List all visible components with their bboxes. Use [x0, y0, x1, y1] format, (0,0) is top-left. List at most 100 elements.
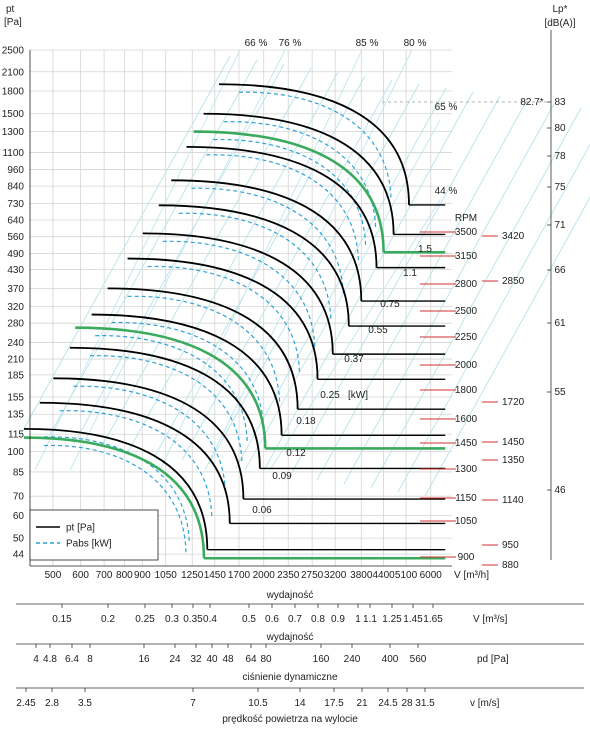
- efficiency-label: 44 %: [435, 186, 458, 197]
- x-tick-label: 4400: [372, 570, 395, 581]
- scale-tick-label: 2.45: [16, 698, 36, 709]
- pressure-curve: [142, 232, 334, 355]
- diagonal-gridline: [100, 67, 312, 449]
- scale-tick-label: 24: [169, 654, 181, 665]
- efficiency-label: 85 %: [356, 38, 379, 49]
- diagonal-gridline: [46, 59, 258, 441]
- diagonal-grid: [19, 49, 590, 497]
- highlight-curve: [23, 436, 206, 559]
- y-tick-label: 490: [7, 249, 24, 260]
- efficiency-line: [269, 199, 441, 471]
- highlight-curve: [75, 326, 267, 449]
- side-rpm-value: 3420: [502, 231, 525, 242]
- rpm-value: 900: [458, 552, 475, 563]
- rpm-value: 2250: [455, 332, 478, 343]
- side-rpm-value: 1720: [502, 397, 525, 408]
- scale-tick-label: 3.5: [78, 698, 92, 709]
- efficiency-label: 80 %: [404, 38, 427, 49]
- scale-tick-label: 1.45: [403, 614, 423, 625]
- y-tick-label: 115: [8, 430, 24, 441]
- efficiency-label: 65 %: [435, 102, 458, 113]
- rpm-value: 3500: [455, 227, 478, 238]
- diagonal-gridline: [73, 63, 285, 445]
- efficiency-line: [34, 49, 241, 471]
- right-axis-unit: [dB(A)]: [544, 18, 575, 29]
- highlight-curve: [193, 130, 385, 253]
- diagonal-gridline: [316, 99, 528, 481]
- y-axis-label: pt: [6, 4, 15, 15]
- grid: [30, 49, 452, 566]
- rpm-value: 2000: [455, 360, 478, 371]
- diagonal-gridline: [370, 107, 582, 489]
- power-curve: [191, 187, 344, 296]
- power-curve: [162, 240, 316, 349]
- diagonal-gridline: [19, 55, 231, 437]
- power-label: 0.75: [380, 299, 400, 310]
- side-rpm-value: 2850: [502, 276, 525, 287]
- scale-title: wydajność: [266, 632, 314, 643]
- diagonal-gridline: [208, 83, 420, 465]
- x-tick-label: 700: [96, 570, 113, 581]
- scale-tick-label: 400: [382, 654, 399, 665]
- scale-tick-label: 16: [138, 654, 150, 665]
- scale-tick-label: 560: [410, 654, 427, 665]
- y-tick-label: 85: [13, 467, 25, 478]
- y-tick-label: 60: [13, 511, 25, 522]
- pressure-curve: [23, 428, 209, 550]
- x-axis-unit: V [m³/h]: [454, 570, 489, 581]
- scale-tick-label: 64: [245, 654, 257, 665]
- diagonal-gridline: [424, 196, 590, 497]
- pressure-curve: [39, 401, 231, 524]
- scale-tick-label: 0.7: [288, 614, 302, 625]
- diagonal-gridline: [343, 103, 555, 485]
- y-tick-label: 155: [7, 392, 24, 403]
- x-tick-label: 800: [116, 570, 133, 581]
- y-tick-label: 210: [7, 355, 24, 366]
- scale-tick-label: 1.25: [382, 614, 402, 625]
- power-curve: [43, 444, 187, 553]
- rpm-value: 3150: [455, 251, 478, 262]
- secondary-scales: 0.15 0.2 0.25 0.3 0.35 0.4 0.5 0.6 0.7 0.8 0.9 1 1.1…: [16, 603, 584, 725]
- right-tick-label: 66: [554, 265, 566, 276]
- pressure-curve: [107, 287, 299, 410]
- power-curve: [111, 321, 265, 430]
- y-tick-label: 2100: [2, 67, 25, 78]
- scale-tick-label: 0.35: [183, 614, 203, 625]
- x-tick-label: 2750: [301, 570, 324, 581]
- pressure-curve: [186, 145, 378, 268]
- scale-tick-label: 0.4: [203, 614, 217, 625]
- legend-label: pt [Pa]: [66, 523, 95, 534]
- scale-tick-label: 8: [87, 654, 93, 665]
- rpm-value: 1800: [455, 385, 478, 396]
- x-tick-label: 1050: [155, 570, 178, 581]
- axes: 2500 2100 1800 1500 1300 1100 960 840 730 640 560 4…: [2, 4, 576, 601]
- power-curve: [178, 212, 332, 321]
- pressure-curve: [218, 83, 410, 205]
- scale-tick-label: 0.8: [311, 614, 325, 625]
- y-tick-label: 50: [13, 534, 25, 545]
- max-level-label: 82.7*: [520, 97, 543, 108]
- rpm-value: 1600: [455, 414, 478, 425]
- y-tick-label: 185: [7, 370, 24, 381]
- right-tick-label: 46: [554, 485, 566, 496]
- scale-tick-label: 80: [260, 654, 272, 665]
- scale-title: prędkość powietrza na wylocie: [222, 714, 358, 725]
- y-tick-label: 1800: [2, 86, 25, 97]
- power-curve: [147, 265, 301, 374]
- x-tick-label: 2000: [253, 570, 276, 581]
- power-curve: [127, 295, 281, 404]
- right-tick-label: 55: [554, 387, 566, 398]
- rpm-value: 1050: [455, 516, 478, 527]
- side-rpm-value: 950: [502, 540, 519, 551]
- right-tick-label: 61: [554, 318, 566, 329]
- scale-tick-label: 0.3: [165, 614, 179, 625]
- scale-tick-label: 4: [33, 654, 39, 665]
- y-tick-label: 280: [7, 319, 24, 330]
- power-curve: [95, 335, 248, 443]
- power-label: 0.25: [320, 390, 340, 401]
- x-tick-label: 900: [134, 570, 151, 581]
- y-tick-label: 370: [7, 284, 24, 295]
- scale-tick-label: 6.4: [65, 654, 79, 665]
- rpm-value: 1450: [455, 438, 478, 449]
- scale-tick-label: 48: [222, 654, 234, 665]
